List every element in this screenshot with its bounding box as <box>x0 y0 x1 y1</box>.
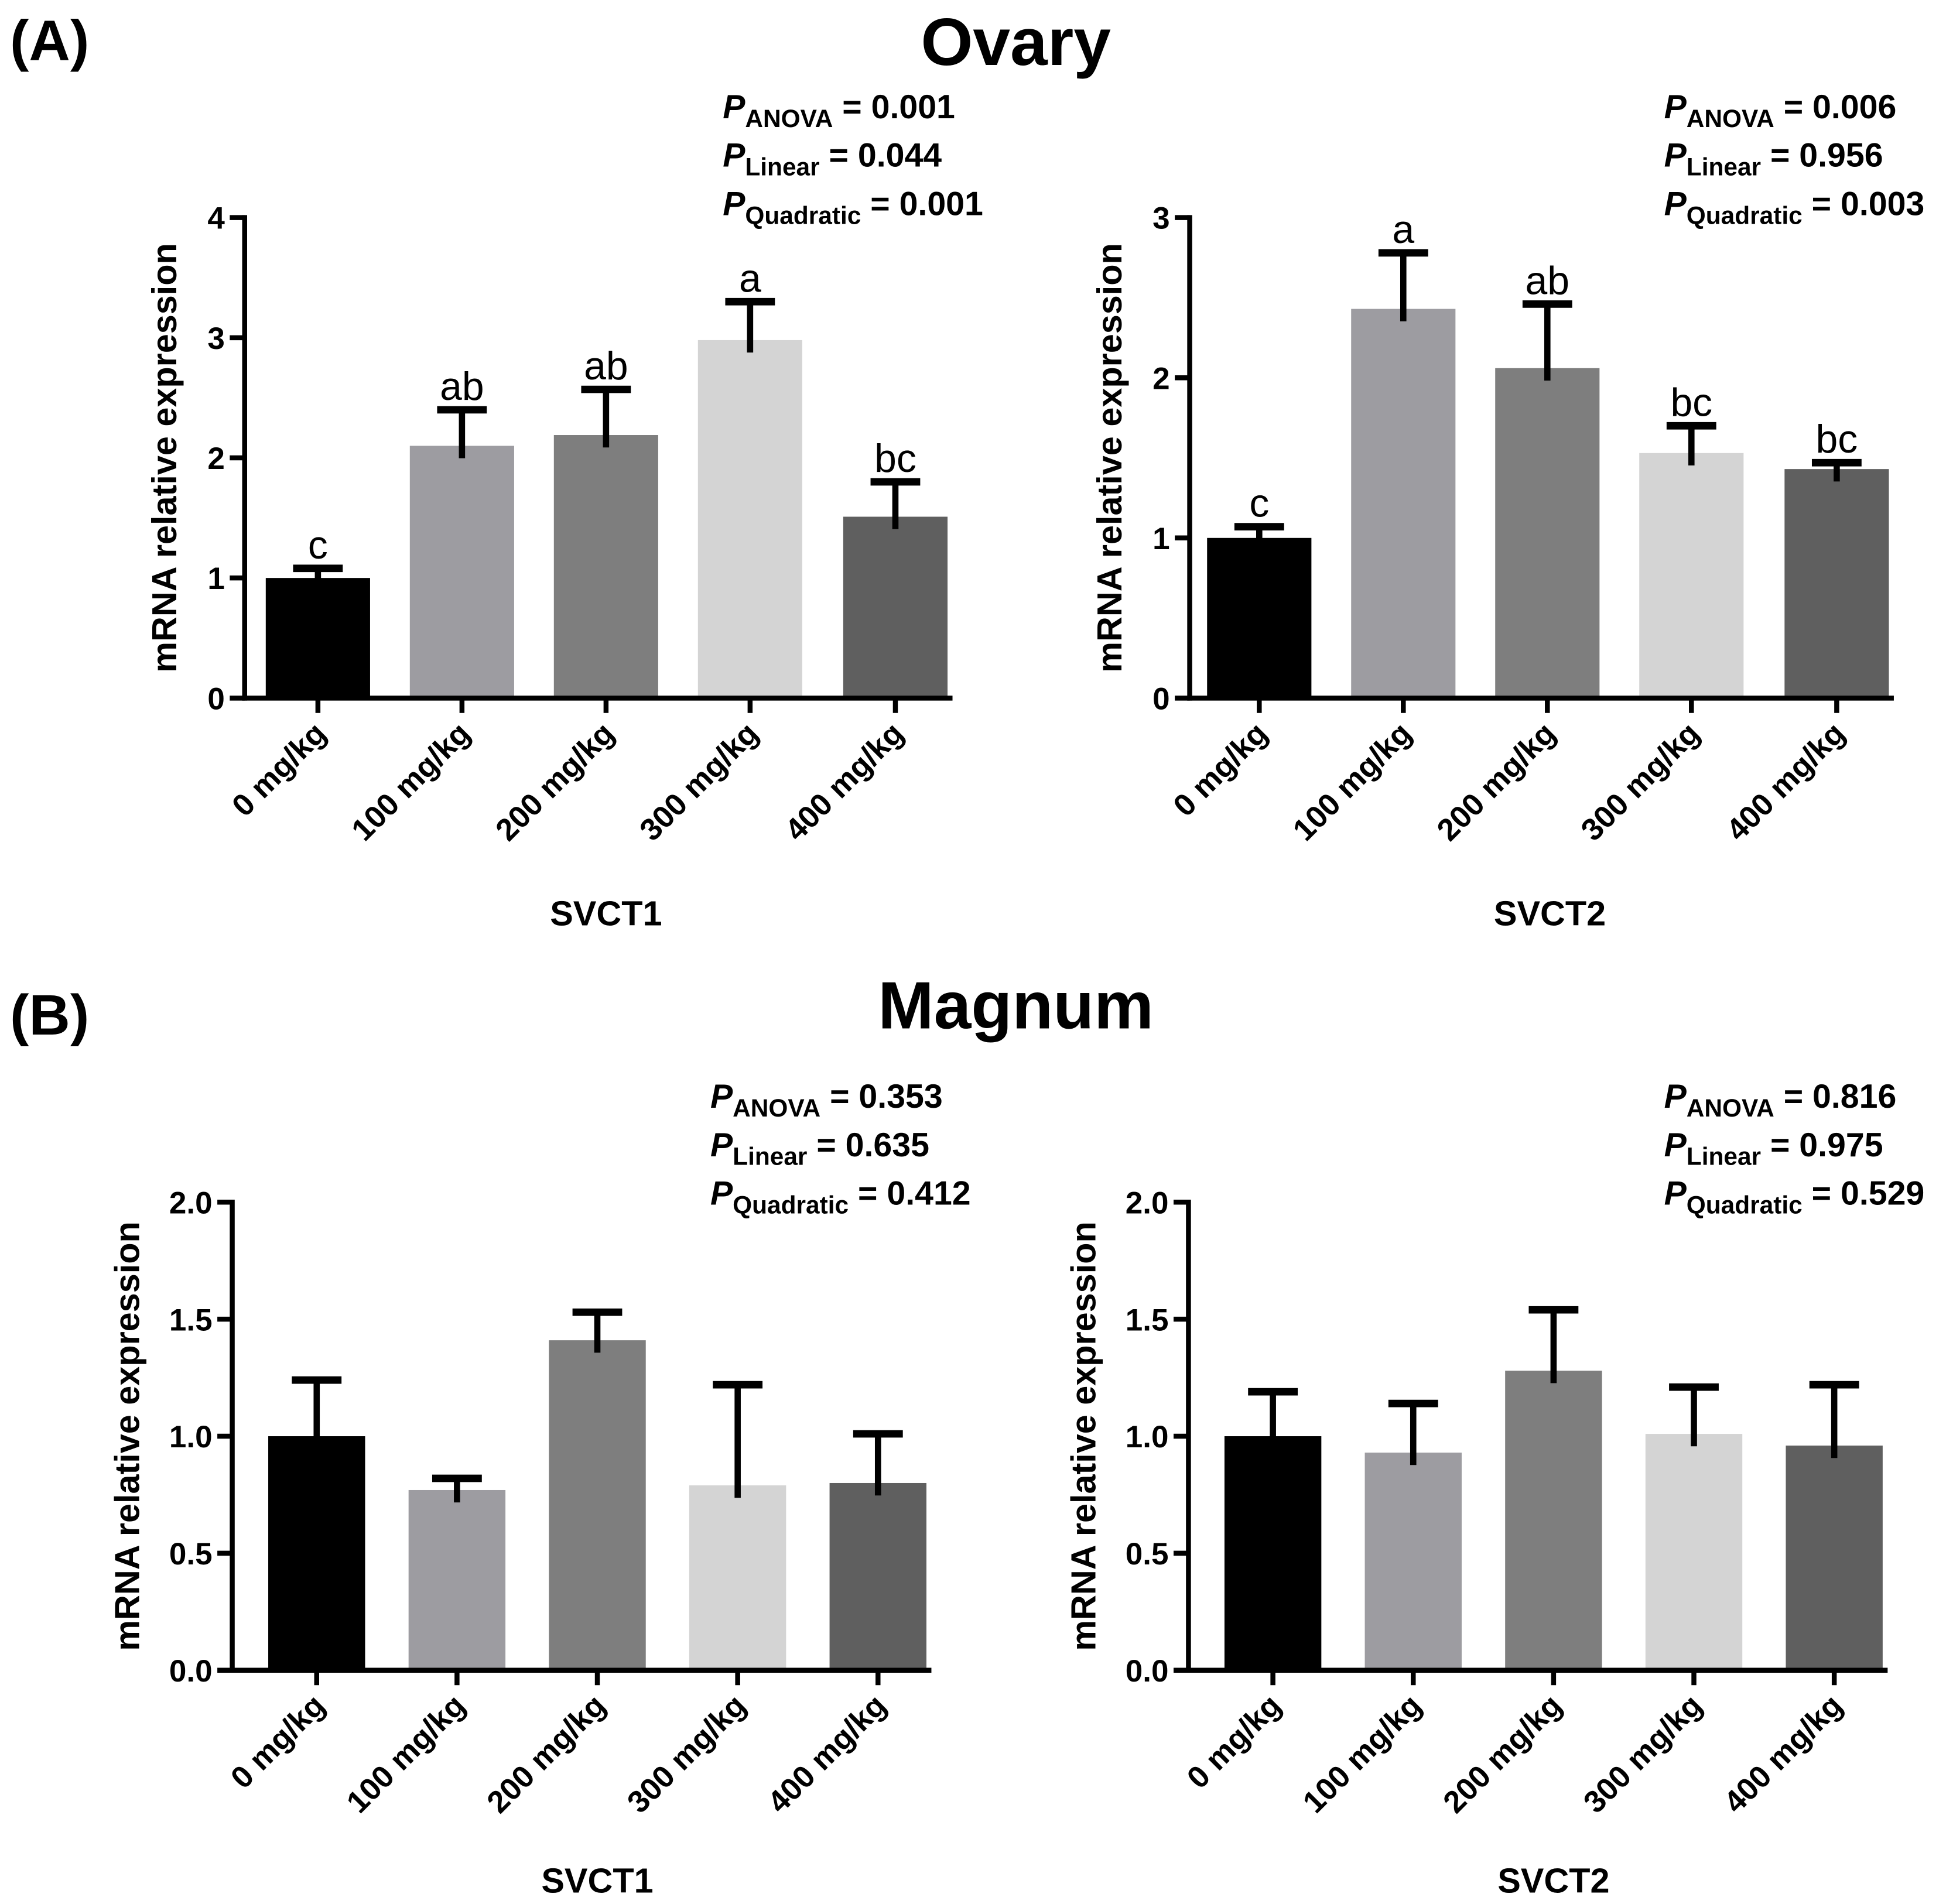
bar <box>1495 368 1600 698</box>
x-tick-label: 100 mg/kg <box>1297 1688 1428 1820</box>
y-tick-label: 1 <box>1152 522 1169 556</box>
x-tick-label: 400 mg/kg <box>761 1688 893 1820</box>
bar <box>1645 1434 1743 1670</box>
x-tick-label: 400 mg/kg <box>778 716 910 848</box>
x-tick-label: 400 mg/kg <box>1718 1688 1849 1820</box>
panel-label: (B) <box>10 983 89 1047</box>
bar <box>409 446 514 698</box>
p-value-linear: PLinear = 0.044 <box>723 137 942 181</box>
p-value-anova: PANOVA = 0.353 <box>710 1078 943 1122</box>
x-tick-label: 200 mg/kg <box>1431 716 1562 848</box>
bar <box>408 1489 506 1670</box>
y-tick-label: 2 <box>207 441 224 476</box>
x-tick-label: 100 mg/kg <box>1287 716 1418 848</box>
bar <box>829 1482 926 1670</box>
y-axis-label: mRNA relative expression <box>1063 1221 1103 1651</box>
bar <box>1224 1436 1322 1670</box>
bar <box>1207 537 1312 698</box>
x-tick-label: 100 mg/kg <box>345 716 477 848</box>
y-tick-label: 1 <box>207 561 224 596</box>
y-tick-label: 1.0 <box>169 1420 213 1454</box>
x-tick-label: 200 mg/kg <box>480 1688 612 1820</box>
x-tick-label: 300 mg/kg <box>1575 716 1706 848</box>
y-axis-label: mRNA relative expression <box>108 1221 147 1651</box>
bar <box>553 435 658 698</box>
y-tick-label: 1.5 <box>169 1303 213 1337</box>
bar <box>1639 453 1744 698</box>
p-value-quadratic: PQuadratic = 0.529 <box>1664 1175 1925 1219</box>
bar <box>268 1436 365 1670</box>
x-axis-label: SVCT2 <box>1494 893 1606 933</box>
y-tick-label: 3 <box>207 321 224 356</box>
significance-letter: bc <box>1670 381 1712 424</box>
x-tick-label: 300 mg/kg <box>1577 1688 1709 1820</box>
x-tick-label: 100 mg/kg <box>340 1688 472 1820</box>
section-title: Ovary <box>921 5 1111 80</box>
significance-letter: bc <box>874 437 916 481</box>
y-tick-label: 0.5 <box>169 1537 213 1571</box>
x-tick-label: 300 mg/kg <box>633 716 765 848</box>
significance-letter: c <box>1249 482 1269 526</box>
y-tick-label: 2.0 <box>1126 1186 1169 1220</box>
bar <box>1364 1453 1462 1670</box>
x-axis-label: SVCT1 <box>541 1861 653 1900</box>
bar <box>1351 309 1456 698</box>
bar <box>1505 1371 1602 1670</box>
y-axis-label: mRNA relative expression <box>1090 243 1129 672</box>
y-tick-label: 0.0 <box>169 1654 213 1689</box>
x-tick-label: 0 mg/kg <box>1167 716 1274 823</box>
significance-letter: bc <box>1816 417 1858 461</box>
section-title: Magnum <box>878 968 1154 1043</box>
y-tick-label: 2 <box>1152 361 1169 396</box>
x-tick-label: 0 mg/kg <box>224 1688 331 1795</box>
bar <box>1786 1446 1883 1670</box>
x-tick-label: 0 mg/kg <box>1181 1688 1288 1795</box>
y-tick-label: 0 <box>1152 682 1169 716</box>
x-tick-label: 300 mg/kg <box>621 1688 753 1820</box>
bar <box>265 578 370 698</box>
p-value-quadratic: PQuadratic = 0.001 <box>723 185 983 229</box>
significance-letter: a <box>739 256 761 300</box>
y-tick-label: 1.0 <box>1126 1420 1169 1454</box>
y-tick-label: 0 <box>207 682 224 716</box>
p-value-anova: PANOVA = 0.006 <box>1664 88 1897 132</box>
chart-panel-1: (A) Ovary PANOVA = 0.001 PLinear = 0.044PQu… <box>10 5 1111 933</box>
bar <box>697 340 802 698</box>
bar <box>689 1485 786 1670</box>
bar <box>1784 469 1889 698</box>
p-value-anova: PANOVA = 0.001 <box>723 88 955 132</box>
panel-label: (A) <box>10 8 89 72</box>
y-tick-label: 3 <box>1152 201 1169 236</box>
y-tick-label: 0.0 <box>1126 1654 1169 1689</box>
p-value-anova: PANOVA = 0.816 <box>1664 1078 1897 1122</box>
x-tick-label: 200 mg/kg <box>489 716 621 848</box>
x-tick-label: 200 mg/kg <box>1437 1688 1568 1820</box>
x-tick-label: 400 mg/kg <box>1720 716 1852 848</box>
y-axis-label: mRNA relative expression <box>145 243 184 673</box>
significance-letter: a <box>1392 208 1414 252</box>
bar <box>843 516 948 698</box>
significance-letter: ab <box>1526 259 1569 303</box>
x-axis-label: SVCT2 <box>1497 1861 1609 1900</box>
x-axis-label: SVCT1 <box>550 893 662 933</box>
bar <box>549 1340 646 1670</box>
p-value-linear: PLinear = 0.975 <box>1664 1126 1883 1170</box>
chart-panel-2: PANOVA = 0.006 PLinear = 0.956PQuadratic … <box>1090 88 1924 933</box>
p-value-quadratic: PQuadratic = 0.003 <box>1664 185 1925 229</box>
y-tick-label: 4 <box>207 201 225 236</box>
y-tick-label: 2.0 <box>169 1186 213 1220</box>
significance-letter: ab <box>440 365 484 409</box>
p-value-linear: PLinear = 0.635 <box>710 1126 929 1170</box>
significance-letter: ab <box>584 344 628 388</box>
p-value-quadratic: PQuadratic = 0.412 <box>710 1175 971 1219</box>
y-tick-label: 1.5 <box>1126 1303 1169 1337</box>
significance-letter: c <box>308 523 328 567</box>
x-tick-label: 0 mg/kg <box>225 716 333 823</box>
y-tick-label: 0.5 <box>1126 1537 1169 1571</box>
p-value-linear: PLinear = 0.956 <box>1664 137 1883 181</box>
